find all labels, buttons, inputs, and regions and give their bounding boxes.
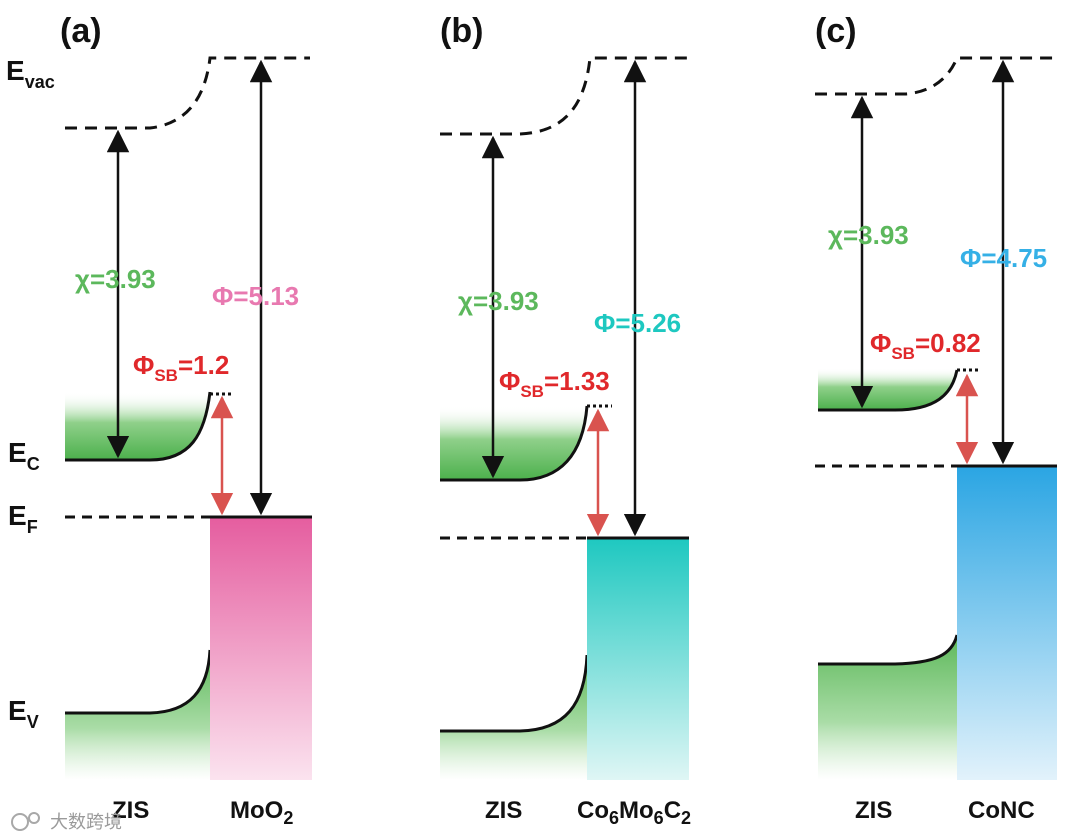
metal-name: CoNC <box>968 797 1035 824</box>
semiconductor-name: ZIS <box>485 797 522 824</box>
electron-affinity-label: χ=3.93 <box>828 220 909 250</box>
metal-name: Co6Mo6C2 <box>577 797 691 828</box>
conduction-band-edge <box>818 369 959 412</box>
watermark-logo-dot <box>28 812 40 824</box>
watermark: 大数跨境 <box>11 812 122 833</box>
valence-band-edge <box>818 634 959 666</box>
metal-block <box>587 538 689 780</box>
watermark-text: 大数跨境 <box>50 812 122 833</box>
schottky-barrier-label: ΦSB=1.2 <box>133 350 229 385</box>
vacuum-level-line <box>65 56 310 130</box>
watermark-logo-icon <box>11 813 29 831</box>
valence-band-edge <box>440 654 589 733</box>
work-function-label: Φ=5.13 <box>212 281 299 311</box>
work-function-label: Φ=5.26 <box>594 308 681 338</box>
panel-a: (a) χ=3.93 Φ=5.13 ΦSB=1.2 ZIS MoO2 <box>60 12 312 828</box>
electron-affinity-label: χ=3.93 <box>458 286 539 316</box>
conduction-band-edge <box>440 405 589 482</box>
valence-band-region <box>65 650 210 780</box>
evac-label: Evac <box>6 55 55 92</box>
panel-c: (c) χ=3.93 Φ=4.75 ΦSB=0.82 ZIS CoNC <box>815 12 1057 824</box>
semiconductor-name: ZIS <box>112 797 149 824</box>
valence-band-region <box>818 635 957 780</box>
metal-name: MoO2 <box>230 797 293 828</box>
conduction-band-region <box>65 392 210 460</box>
ev-label: EV <box>8 695 39 732</box>
schottky-barrier-label: ΦSB=0.82 <box>870 328 981 363</box>
panel-label: (a) <box>60 12 102 50</box>
metal-block <box>957 466 1057 780</box>
energy-axis: Evac EC EF EV <box>6 55 55 732</box>
schottky-barrier-label: ΦSB=1.33 <box>499 366 610 401</box>
vacuum-level-line <box>440 56 690 136</box>
ec-label: EC <box>8 437 40 474</box>
metal-block <box>210 517 312 780</box>
vacuum-level-line <box>815 56 1055 96</box>
panel-b: (b) χ=3.93 Φ=5.26 ΦSB=1.33 ZIS Co6Mo6C2 <box>440 12 691 828</box>
work-function-label: Φ=4.75 <box>960 243 1047 273</box>
panel-label: (c) <box>815 12 857 50</box>
conduction-band-region <box>818 368 957 410</box>
conduction-band-edge <box>65 391 212 462</box>
semiconductor-name: ZIS <box>855 797 892 824</box>
panel-label: (b) <box>440 12 483 50</box>
valence-band-region <box>440 655 587 780</box>
conduction-band-region <box>440 406 587 480</box>
electron-affinity-label: χ=3.93 <box>75 264 156 294</box>
ef-label: EF <box>8 500 38 537</box>
valence-band-edge <box>65 649 212 715</box>
